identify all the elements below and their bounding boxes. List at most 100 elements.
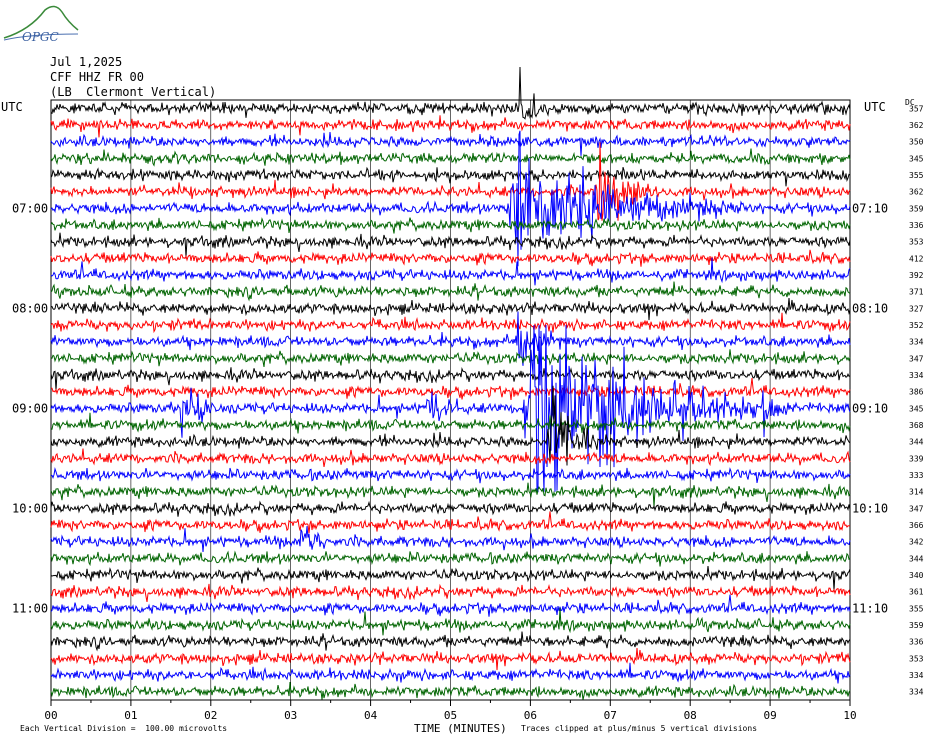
trace-row [50,565,851,591]
right-time-label: 09:10 [852,401,888,415]
left-time-label: 09:00 [12,401,48,415]
dc-offset-label: 344 [909,438,924,447]
x-tick-label: 10 [843,709,856,722]
dc-offset-label: 334 [909,671,924,680]
x-axis-title: TIME (MINUTES) [414,722,507,735]
x-tick-label: 02 [204,709,217,722]
trace-row [50,631,851,652]
left-time-label: 08:00 [12,301,48,315]
x-tick-label: 05 [444,709,457,722]
trace-row [50,166,851,187]
dc-offset-label: 334 [909,371,924,380]
dc-offset-label: 314 [909,488,924,497]
trace-row [50,385,851,466]
location-label: (LB Clermont Vertical) [50,85,217,99]
trace-row [50,298,851,321]
dc-offset-label: 412 [909,254,924,263]
clipping-note: Traces clipped at plus/minus 5 vertical … [521,724,758,733]
trace-row [50,367,851,391]
trace-row [50,311,851,366]
trace-row [50,217,851,234]
trace-row [50,130,851,267]
dc-offset-label: 362 [909,188,924,197]
dc-offset-label: 362 [909,121,924,130]
dc-offset-label: 359 [909,621,924,630]
dc-offset-label: 350 [909,138,924,147]
dc-offset-label: 371 [909,288,924,297]
dc-offset-label: 352 [909,321,924,330]
trace-row [51,412,851,434]
trace-row [50,500,851,517]
dc-offset-label: 342 [909,538,924,547]
dc-offset-label: 347 [909,504,924,513]
dc-offset-label: 333 [909,471,924,480]
trace-row [50,249,851,267]
dc-offset-label: 355 [909,604,924,613]
x-tick-label: 01 [124,709,137,722]
left-time-label: 07:00 [12,201,48,215]
dc-offset-label: 353 [909,238,924,247]
dc-offset-label: 368 [909,421,924,430]
date-label: Jul 1,2025 [50,55,123,69]
trace-row [50,115,851,138]
dc-offset-label: 347 [909,354,924,363]
trace-row [50,681,851,700]
dc-offset-label: 339 [909,454,924,463]
opgc-logo: OPGC [3,5,79,44]
trace-row [50,377,851,401]
x-tick-label: 00 [44,709,57,722]
trace-row [50,511,851,534]
dc-offset-label: 344 [909,554,924,563]
trace-row [50,232,851,258]
trace-row [50,349,851,367]
trace-row [50,526,851,553]
dc-offset-label: 334 [909,338,924,347]
trace-row [50,142,851,221]
trace-row [50,148,851,167]
x-tick-label: 03 [284,709,297,722]
dc-offset-label: 336 [909,638,924,647]
trace-row [50,66,851,120]
utc-left-label: UTC [1,100,23,114]
x-tick-label: 06 [524,709,537,722]
dc-offset-label: 336 [909,221,924,230]
dc-offset-label: 345 [909,404,924,413]
trace-row [50,482,851,508]
station-label: CFF HHZ FR 00 [50,70,144,84]
dc-offset-label: 366 [909,521,924,530]
right-time-label: 07:10 [852,201,888,215]
trace-row [50,257,851,286]
dc-offset-label: 392 [909,271,924,280]
dc-offset-label: 353 [909,654,924,663]
division-note: Each Vertical Division = 100.00 microvol… [20,724,228,733]
trace-row [50,648,851,671]
dc-offset-label: 345 [909,154,924,163]
x-tick-label: 04 [364,709,378,722]
trace-row [50,312,851,334]
trace-row [50,662,851,684]
x-tick-label: 08 [684,709,697,722]
trace-row [50,132,851,156]
left-time-label: 10:00 [12,501,48,515]
dc-offset-label: 361 [909,588,924,597]
trace-row [50,594,851,617]
dc-offset-label: 357 [909,104,924,113]
x-tick-label: 09 [763,709,776,722]
trace-row [50,281,851,302]
trace-row [50,550,851,567]
dc-offset-label: 359 [909,204,924,213]
x-tick-label: 07 [604,709,617,722]
trace-row [50,448,851,467]
dc-offset-label: 327 [909,304,924,313]
dc-offset-label: 355 [909,171,924,180]
right-time-label: 08:10 [852,301,888,315]
dc-offset-label: 340 [909,571,924,580]
left-time-label: 11:00 [12,601,48,615]
logo-text: OPGC [22,30,59,44]
right-time-label: 10:10 [852,501,888,515]
trace-row [50,324,851,493]
right-time-label: 11:10 [852,601,888,615]
trace-row [50,607,851,636]
trace-row [50,467,851,484]
